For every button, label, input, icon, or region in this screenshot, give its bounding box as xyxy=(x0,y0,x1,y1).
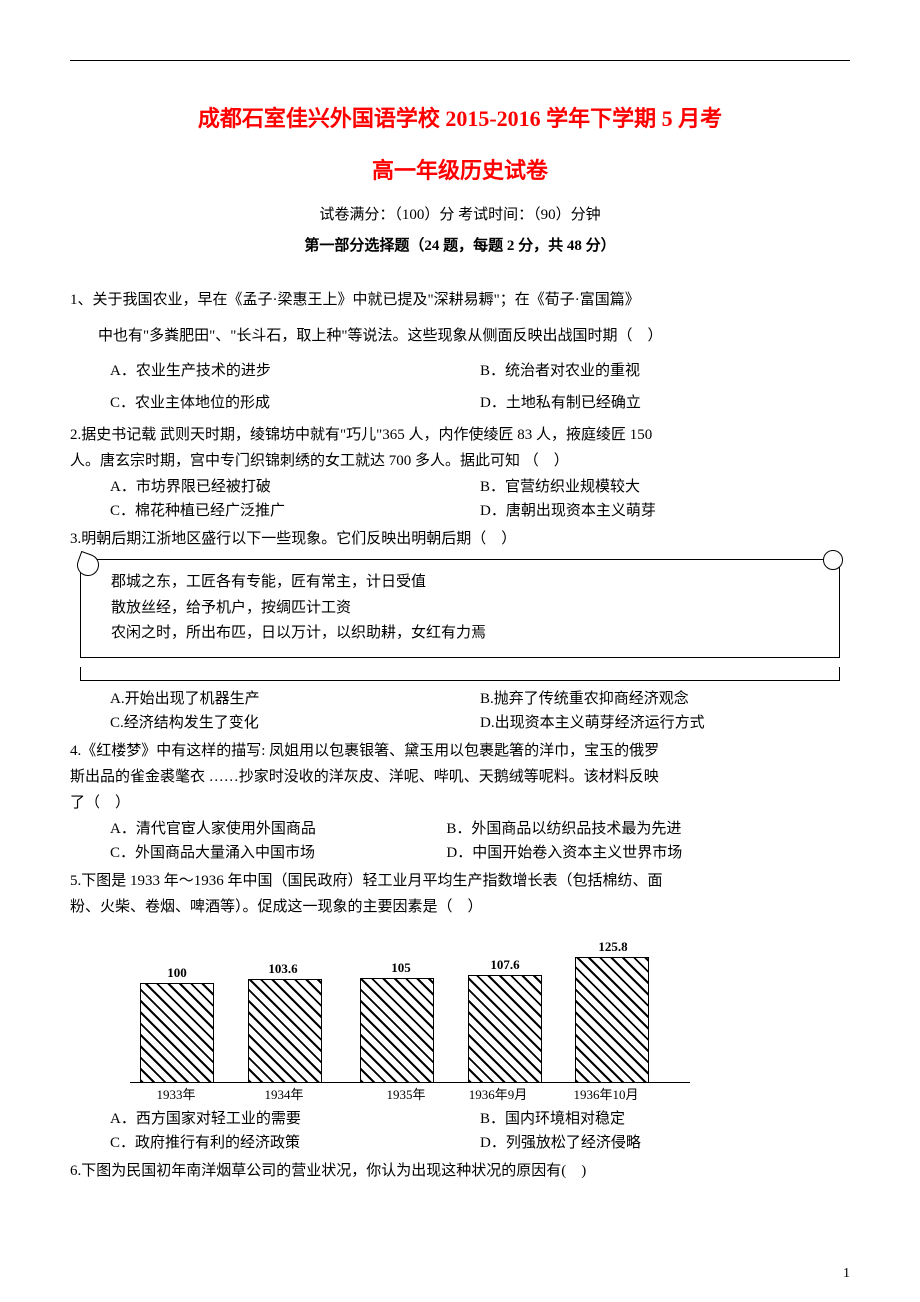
q2-optD: D．唐朝出现资本主义萌芽 xyxy=(480,499,850,523)
q2-optA: A．市坊界限已经被打破 xyxy=(110,475,480,499)
chart-bar xyxy=(248,979,322,1083)
q3-scroll-box: 郡城之东，工匠各有专能，匠有常主，计日受值 散放丝经，给予机户，按绸匹计工资 农… xyxy=(80,559,840,658)
scroll-bottom-bar xyxy=(80,667,840,681)
scroll-curl-left-icon xyxy=(74,551,102,579)
q3-box-line3: 农闲之时，所出布匹，日以万计，以织助耕，女红有力焉 xyxy=(111,621,819,647)
q5-options-cd: C．政府推行有利的经济政策 D．列强放松了经济侵略 xyxy=(70,1131,850,1155)
chart-value-label: 105 xyxy=(356,960,446,976)
chart-bar xyxy=(575,957,649,1083)
top-rule xyxy=(70,60,850,61)
q4-line3: 了（ ） xyxy=(70,791,850,815)
chart-bar xyxy=(140,983,214,1083)
q3-stem: 3.明朝后期江浙地区盛行以下一些现象。它们反映出明朝后期（ ） xyxy=(70,527,850,551)
q4-optB: B．外国商品以纺织品技术最为先进 xyxy=(446,817,850,841)
q4-optC: C．外国商品大量涌入中国市场 xyxy=(110,841,446,865)
chart-bar xyxy=(360,978,434,1083)
q1-options-cd: C．农业主体地位的形成 D．土地私有制已经确立 xyxy=(70,388,850,420)
q3-box-line1: 郡城之东，工匠各有专能，匠有常主，计日受值 xyxy=(111,570,819,596)
q5-optC: C．政府推行有利的经济政策 xyxy=(110,1131,480,1155)
title-sub: 高一年级历史试卷 xyxy=(70,153,850,185)
chart-x-label: 1936年10月 xyxy=(556,1084,656,1103)
chart-value-label: 107.6 xyxy=(460,957,550,973)
q5-optD: D．列强放松了经济侵略 xyxy=(480,1131,850,1155)
q2-optB: B．官营纺织业规模较大 xyxy=(480,475,850,499)
scroll-curl-right-icon xyxy=(823,550,843,570)
q1-optA: A．农业生产技术的进步 xyxy=(110,356,480,388)
q4-options-ab: A．清代官宦人家使用外国商品 B．外国商品以纺织品技术最为先进 xyxy=(70,817,850,841)
q3-optD: D.出现资本主义萌芽经济运行方式 xyxy=(480,711,850,735)
q2-options-ab: A．市坊界限已经被打破 B．官营纺织业规模较大 xyxy=(70,475,850,499)
q5-line2: 粉、火柴、卷烟、啤酒等）。促成这一现象的主要因素是（ ） xyxy=(70,895,850,919)
chart-x-label: 1933年 xyxy=(126,1084,226,1103)
section-header: 第一部分选择题（24 题，每题 2 分，共 48 分） xyxy=(70,234,850,255)
q4-optD: D．中国开始卷入资本主义世界市场 xyxy=(446,841,850,865)
q4-line2: 斯出品的雀金裘氅衣 ……抄家时没收的洋灰皮、洋呢、哔叽、天鹅绒等呢料。该材料反映 xyxy=(70,765,850,789)
q3-options-ab: A.开始出现了机器生产 B.抛弃了传统重农抑商经济观念 xyxy=(70,687,850,711)
chart-x-label: 1936年9月 xyxy=(448,1084,548,1103)
q6-stem: 6.下图为民国初年南洋烟草公司的营业状况，你认为出现这种状况的原因有( ) xyxy=(70,1159,850,1183)
q1-line2: 中也有"多粪肥田"、"长斗石，取上种"等说法。这些现象从侧面反映出战国时期（ ） xyxy=(70,321,850,353)
chart-value-label: 125.8 xyxy=(568,939,658,955)
q4-optA: A．清代官宦人家使用外国商品 xyxy=(110,817,446,841)
q3-box-line2: 散放丝经，给予机户，按绸匹计工资 xyxy=(111,596,819,622)
chart-bar xyxy=(468,975,542,1083)
q4-options-cd: C．外国商品大量涌入中国市场 D．中国开始卷入资本主义世界市场 xyxy=(70,841,850,865)
q3-options-cd: C.经济结构发生了变化 D.出现资本主义萌芽经济运行方式 xyxy=(70,711,850,735)
title-main: 成都石室佳兴外国语学校 2015-2016 学年下学期 5 月考 xyxy=(70,101,850,133)
chart-value-label: 103.6 xyxy=(238,961,328,977)
q5-optA: A．西方国家对轻工业的需要 xyxy=(110,1107,480,1131)
q2-line1: 2.据史书记载 武则天时期，绫锦坊中就有"巧儿"365 人，内作使绫匠 83 人… xyxy=(70,423,850,447)
chart-value-label: 100 xyxy=(132,965,222,981)
meta-line: 试卷满分：（100）分 考试时间：（90）分钟 xyxy=(70,203,850,224)
q5-line1: 5.下图是 1933 年～1936 年中国（国民政府）轻工业月平均生产指数增长表… xyxy=(70,869,850,893)
chart-x-label: 1934年 xyxy=(234,1084,334,1103)
q3-optC: C.经济结构发生了变化 xyxy=(110,711,480,735)
page-number: 1 xyxy=(843,1266,850,1282)
q1-line1: 1、关于我国农业，早在《孟子·梁惠王上》中就已提及"深耕易耨"；在《荀子·富国篇… xyxy=(70,285,850,317)
q1-optB: B．统治者对农业的重视 xyxy=(480,356,850,388)
q5-bar-chart: 1001933年103.61934年1051935年107.61936年9月12… xyxy=(130,925,690,1105)
q1-optD: D．土地私有制已经确立 xyxy=(480,388,850,420)
q3-optB: B.抛弃了传统重农抑商经济观念 xyxy=(480,687,850,711)
q5-optB: B．国内环境相对稳定 xyxy=(480,1107,850,1131)
q5-options-ab: A．西方国家对轻工业的需要 B．国内环境相对稳定 xyxy=(70,1107,850,1131)
chart-x-label: 1935年 xyxy=(356,1084,456,1103)
q2-optC: C．棉花种植已经广泛推广 xyxy=(110,499,480,523)
q4-line1: 4.《红楼梦》中有这样的描写: 凤姐用以包裹银箸、黛玉用以包裹匙箸的洋巾，宝玉的… xyxy=(70,739,850,763)
q1-options-ab: A．农业生产技术的进步 B．统治者对农业的重视 xyxy=(70,356,850,388)
q2-options-cd: C．棉花种植已经广泛推广 D．唐朝出现资本主义萌芽 xyxy=(70,499,850,523)
q3-optA: A.开始出现了机器生产 xyxy=(110,687,480,711)
q2-line2: 人。唐玄宗时期，宫中专门织锦刺绣的女工就达 700 多人。据此可知 （ ） xyxy=(70,449,850,473)
q1-optC: C．农业主体地位的形成 xyxy=(110,388,480,420)
